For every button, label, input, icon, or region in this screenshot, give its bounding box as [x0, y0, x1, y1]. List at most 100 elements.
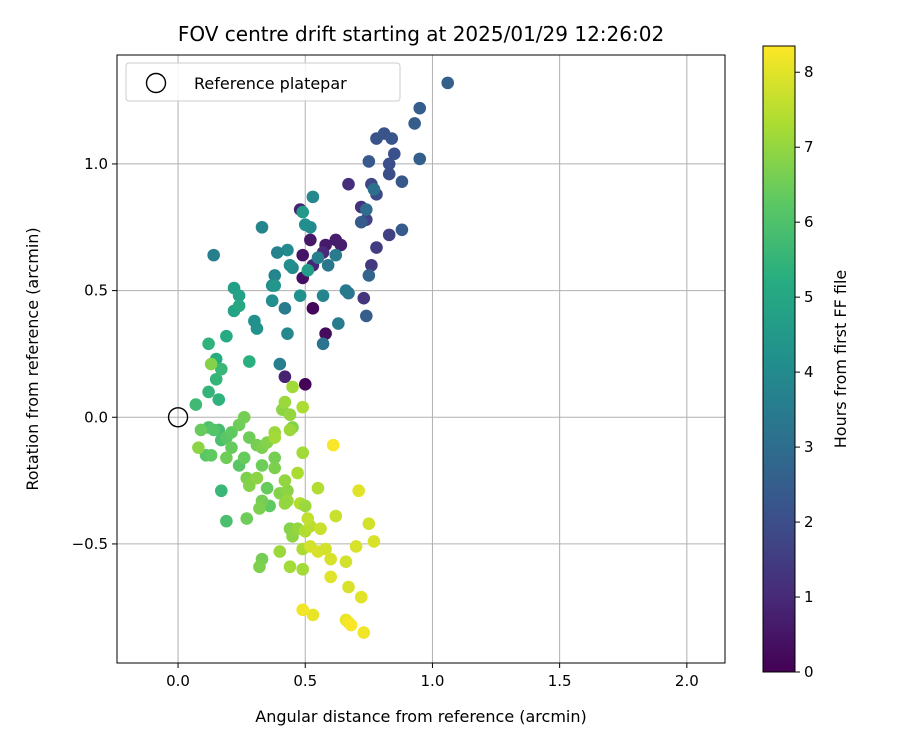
data-point: [281, 327, 294, 340]
colorbar-tick-label: 5: [804, 288, 814, 306]
data-point: [250, 322, 264, 335]
data-point: [360, 203, 373, 216]
data-point: [286, 380, 299, 394]
data-point: [324, 552, 337, 566]
data-point: [316, 289, 330, 302]
colorbar-tick-label: 7: [804, 138, 814, 156]
data-point: [360, 309, 373, 323]
data-point: [281, 484, 294, 498]
data-point: [204, 448, 218, 462]
data-point: [253, 560, 266, 574]
data-point: [367, 535, 381, 548]
data-point: [237, 451, 251, 465]
data-point: [395, 175, 409, 188]
data-point: [306, 608, 320, 622]
data-point: [408, 117, 421, 130]
data-point: [326, 438, 340, 452]
data-point: [306, 302, 320, 315]
y-tick-label: 1.0: [84, 155, 108, 173]
x-tick-label: 0.0: [166, 672, 190, 690]
y-tick-label: 0.5: [84, 282, 108, 300]
data-point: [332, 317, 345, 330]
data-point: [387, 147, 401, 161]
data-point: [283, 408, 297, 422]
data-point: [240, 512, 254, 525]
y-axis-label: Rotation from reference (arcmin): [23, 227, 42, 490]
data-point: [225, 441, 238, 454]
data-point: [220, 451, 233, 465]
data-point: [278, 370, 292, 384]
colorbar-tick-label: 6: [804, 213, 814, 231]
data-point: [301, 264, 315, 277]
data-point: [316, 337, 330, 351]
data-points: [167, 76, 455, 639]
data-point: [301, 512, 315, 525]
colorbar: 0 1 2 3 4 5 6 7 8 Hours from first FF file: [762, 45, 850, 681]
data-point: [296, 248, 310, 262]
data-point: [365, 258, 378, 272]
data-point: [260, 481, 274, 495]
data-point: [278, 497, 292, 510]
data-point: [278, 474, 292, 487]
data-point: [268, 279, 282, 292]
data-point: [370, 241, 383, 254]
data-point: [225, 426, 238, 439]
colorbar-ticks: 0 1 2 3 4 5 6 7 8: [795, 63, 814, 681]
data-point: [281, 243, 294, 257]
data-point: [268, 431, 282, 444]
data-point: [334, 238, 348, 252]
data-point: [242, 479, 256, 492]
data-point: [296, 400, 310, 414]
data-point: [395, 223, 409, 237]
colorbar-tick-label: 4: [804, 363, 814, 381]
data-point: [413, 152, 427, 166]
data-point: [273, 545, 287, 558]
data-point: [212, 393, 226, 406]
legend-box: [125, 62, 401, 102]
data-point: [268, 461, 282, 475]
data-point: [311, 251, 325, 264]
data-point: [311, 481, 325, 495]
x-tick-label: 1.5: [548, 672, 572, 690]
data-point: [367, 182, 381, 196]
data-point: [352, 484, 365, 498]
data-point: [324, 570, 337, 584]
data-point: [362, 155, 376, 168]
data-point: [283, 423, 297, 437]
data-point: [253, 502, 266, 515]
data-point: [204, 357, 218, 371]
data-point: [298, 218, 312, 232]
data-point: [339, 555, 353, 568]
data-point: [215, 484, 228, 498]
data-point: [293, 289, 307, 302]
data-point: [296, 446, 310, 460]
data-point: [441, 76, 455, 90]
data-point: [342, 177, 355, 191]
colorbar-label: Hours from first FF file: [831, 270, 850, 449]
reference-platepar-marker: [167, 407, 189, 428]
data-point: [349, 540, 363, 553]
data-point: [278, 302, 292, 315]
data-point: [354, 590, 368, 604]
data-point: [207, 423, 220, 437]
data-point: [298, 499, 312, 513]
data-point: [362, 517, 376, 530]
data-point: [255, 220, 269, 234]
data-point: [357, 626, 371, 639]
data-point: [265, 294, 279, 308]
data-point: [202, 337, 215, 351]
x-tick-label: 2.0: [675, 672, 699, 690]
data-point: [268, 451, 282, 465]
data-point: [242, 431, 256, 444]
data-point: [283, 560, 297, 574]
data-point: [314, 522, 327, 536]
data-point: [209, 372, 223, 386]
data-point: [268, 269, 282, 282]
data-point: [189, 398, 203, 411]
data-point: [270, 246, 284, 259]
data-point: [354, 215, 368, 229]
y-tick-label: 0.0: [84, 408, 108, 426]
legend: Reference platepar: [125, 62, 401, 102]
data-point: [283, 258, 297, 272]
